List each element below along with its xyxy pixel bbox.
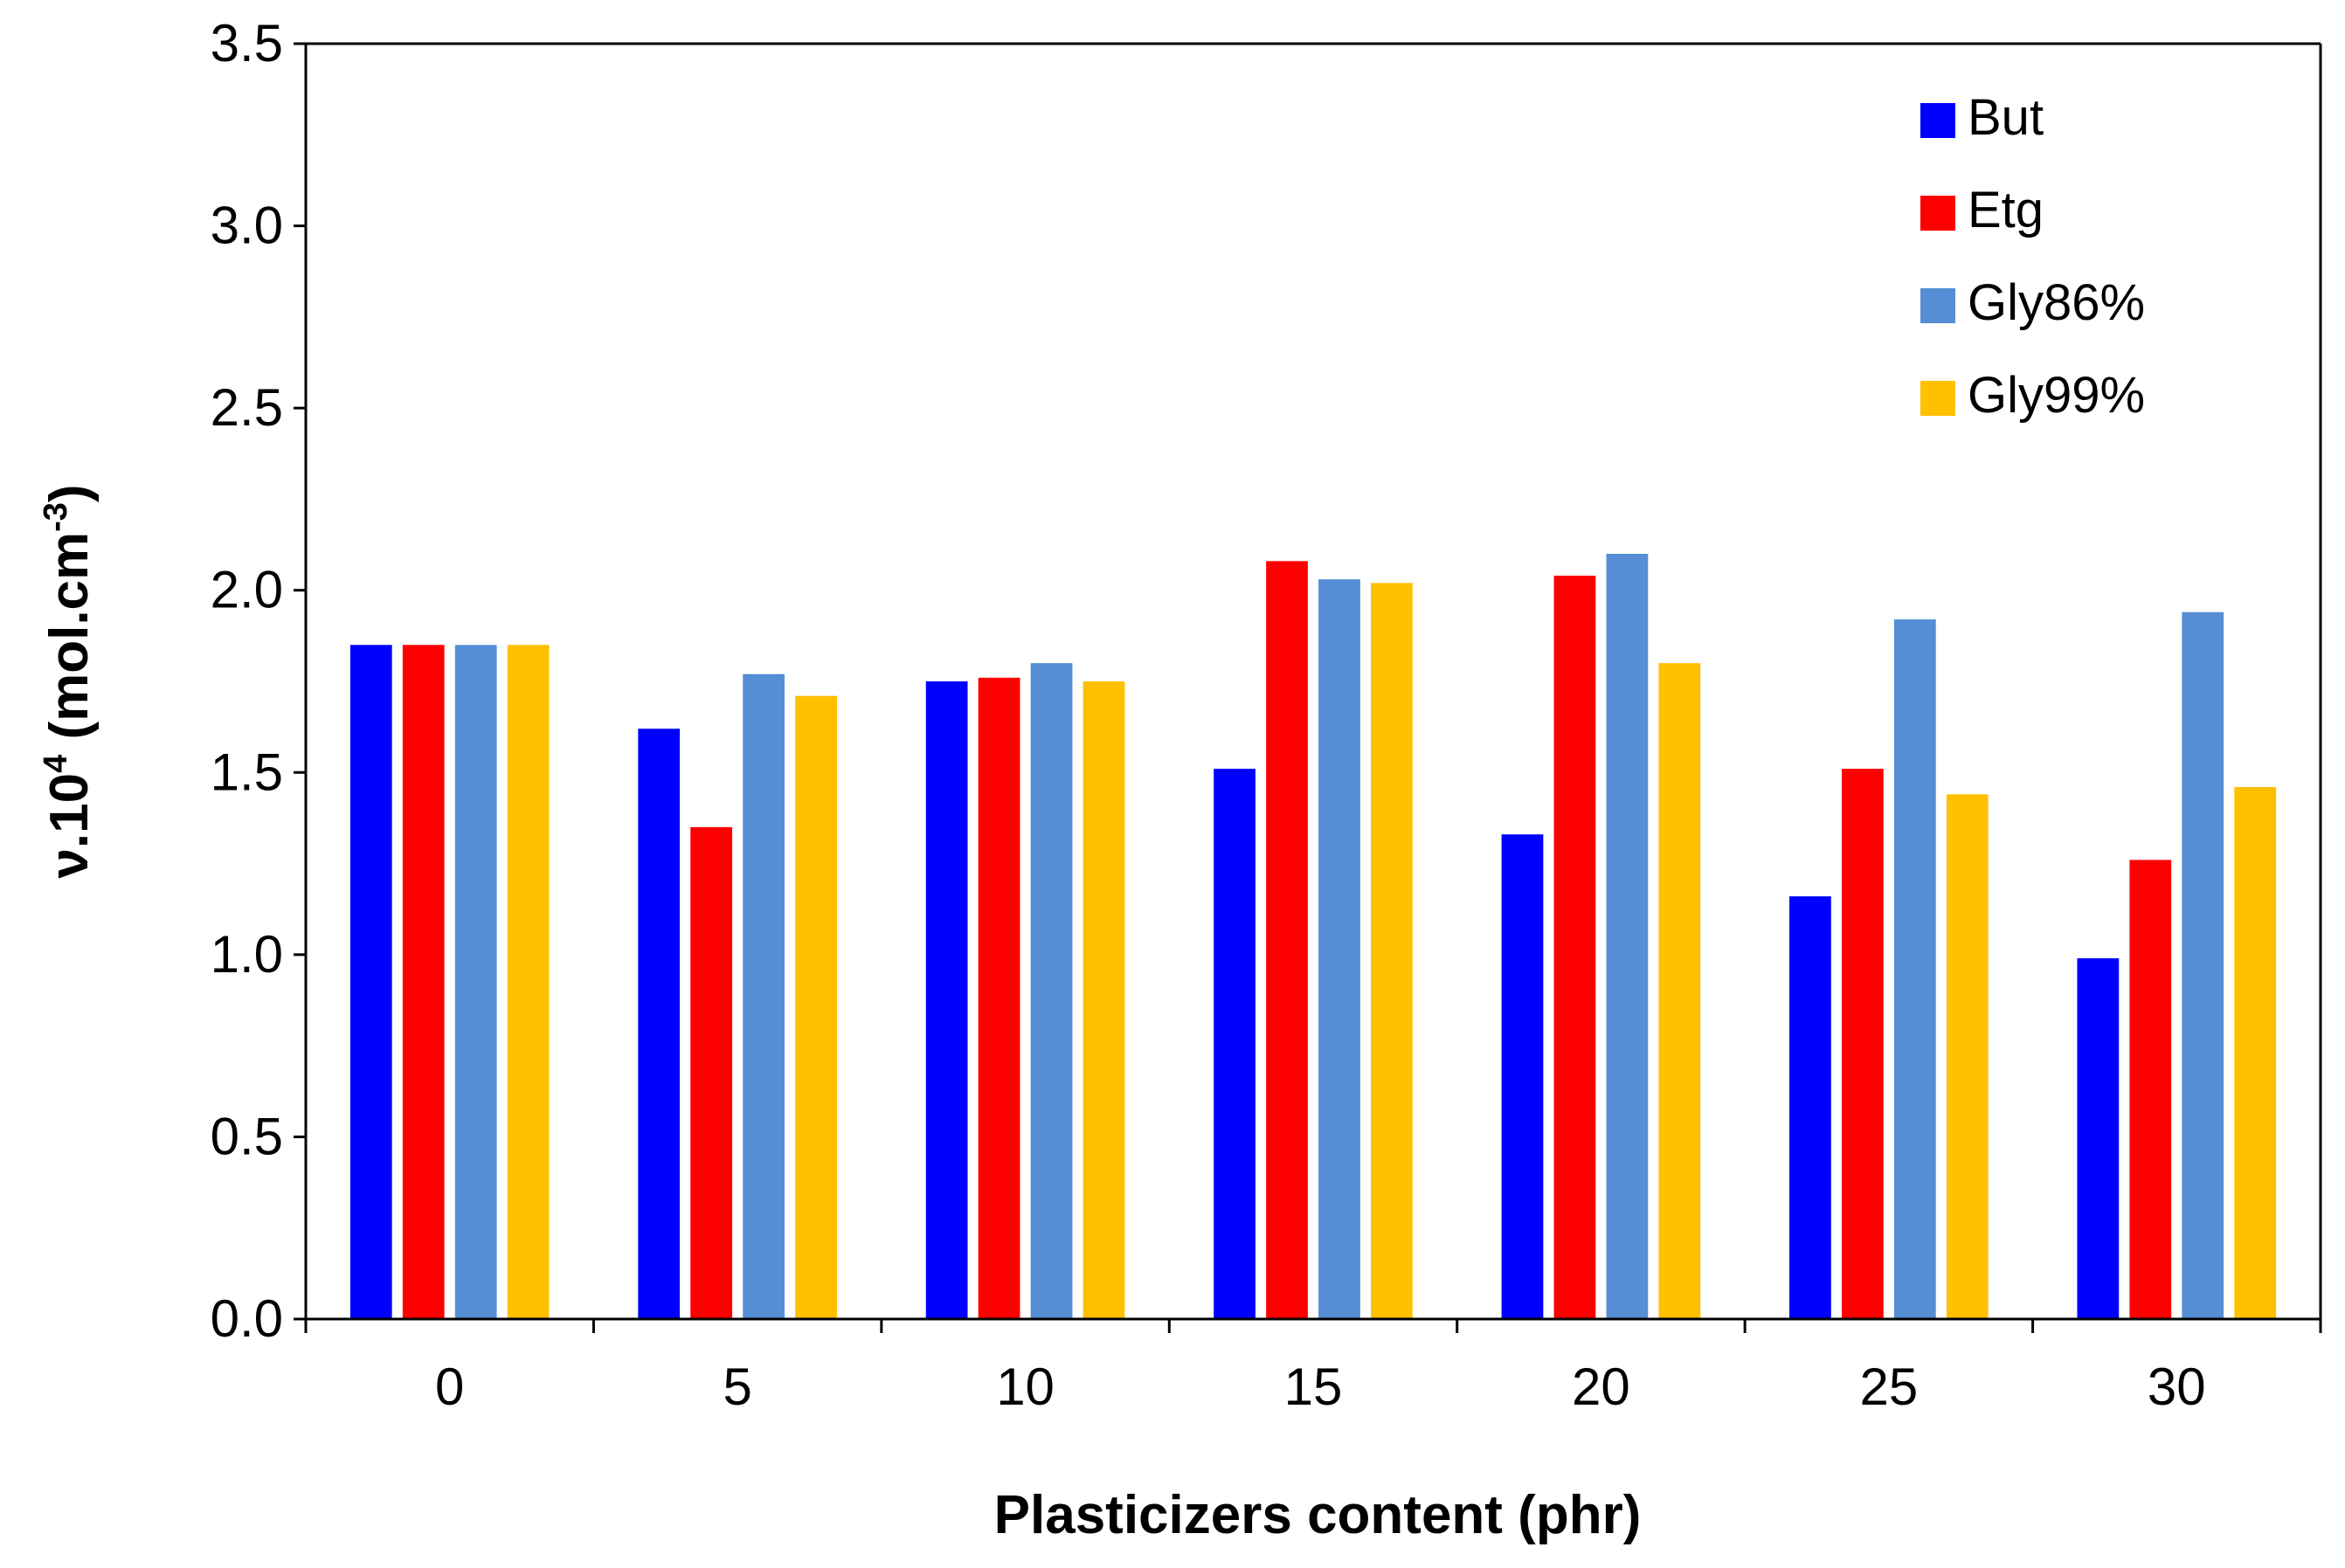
legend-label: But (1968, 89, 2044, 146)
bar-etg-30 (2129, 860, 2172, 1319)
x-tick-label: 30 (2148, 1357, 2206, 1416)
x-tick-label: 10 (996, 1357, 1055, 1416)
bar-but-0 (349, 645, 392, 1319)
bar-but-15 (1214, 769, 1256, 1319)
y-tick-label: 3.5 (211, 14, 283, 73)
x-tick-label: 0 (435, 1357, 464, 1416)
y-tick-label: 1.0 (211, 925, 283, 984)
bar-gly99-10 (1083, 681, 1125, 1319)
bar-etg-20 (1553, 576, 1596, 1319)
legend-swatch (1920, 381, 1955, 416)
bar-etg-0 (402, 645, 445, 1319)
bars (349, 554, 2277, 1319)
ticks: 0.0 0.5 1.0 1.5 2.0 2.5 3.0 3.5 0 5 10 15 20 25 30 (211, 14, 2322, 1416)
bar-gly86-20 (1606, 554, 1649, 1319)
x-tick-label: 15 (1284, 1357, 1343, 1416)
bar-but-30 (2077, 958, 2120, 1319)
bar-etg-5 (690, 826, 733, 1319)
bar-but-25 (1789, 896, 1831, 1319)
x-tick-label: 25 (1859, 1357, 1918, 1416)
bar-gly99-5 (795, 695, 837, 1319)
legend: But Etg Gly86% Gly99% (1920, 89, 2145, 424)
bar-gly99-0 (507, 645, 550, 1319)
bar-but-5 (638, 729, 681, 1319)
y-tick-label: 0.0 (211, 1289, 283, 1348)
bar-gly99-20 (1658, 663, 1701, 1319)
y-tick-label: 2.0 (211, 561, 283, 619)
bar-gly99-30 (2234, 786, 2277, 1319)
bar-gly86-10 (1030, 663, 1073, 1319)
y-axis-title: ν.104 (mol.cm-3) (38, 484, 100, 878)
legend-swatch (1920, 103, 1955, 138)
axes (304, 42, 2322, 1321)
bar-but-20 (1501, 834, 1544, 1319)
y-axis-title-unit-sup: -3 (38, 502, 74, 532)
x-tick-label: 5 (723, 1357, 751, 1416)
x-axis-title: Plasticizers content (phr) (994, 1485, 1642, 1545)
bar-gly99-15 (1371, 583, 1413, 1319)
y-tick-label: 0.5 (211, 1107, 283, 1165)
y-tick-label: 1.5 (211, 743, 283, 801)
legend-swatch (1920, 288, 1955, 323)
legend-label: Gly86% (1968, 274, 2145, 331)
y-tick-label: 3.0 (211, 197, 283, 255)
y-axis-title-main: ν.10 (39, 773, 100, 879)
legend-label: Gly99% (1968, 367, 2145, 424)
bar-gly99-25 (1946, 794, 1989, 1319)
y-axis-title-sup: 4 (38, 755, 74, 773)
bar-gly86-30 (2182, 611, 2224, 1319)
bar-etg-10 (978, 677, 1020, 1319)
y-axis-title-close: ) (39, 484, 100, 502)
bar-etg-25 (1841, 769, 1884, 1319)
bar-etg-15 (1266, 561, 1308, 1319)
y-axis-title-unit: (mol.cm (39, 532, 100, 755)
x-tick-label: 20 (1572, 1357, 1630, 1416)
bar-gly86-0 (454, 645, 497, 1319)
bar-but-10 (925, 681, 968, 1319)
legend-swatch (1920, 196, 1955, 231)
bar-gly86-25 (1893, 619, 1936, 1319)
bar-gly86-15 (1318, 579, 1360, 1319)
y-tick-label: 2.5 (211, 378, 283, 437)
legend-label: Etg (1968, 182, 2044, 238)
bar-gly86-5 (743, 673, 785, 1319)
